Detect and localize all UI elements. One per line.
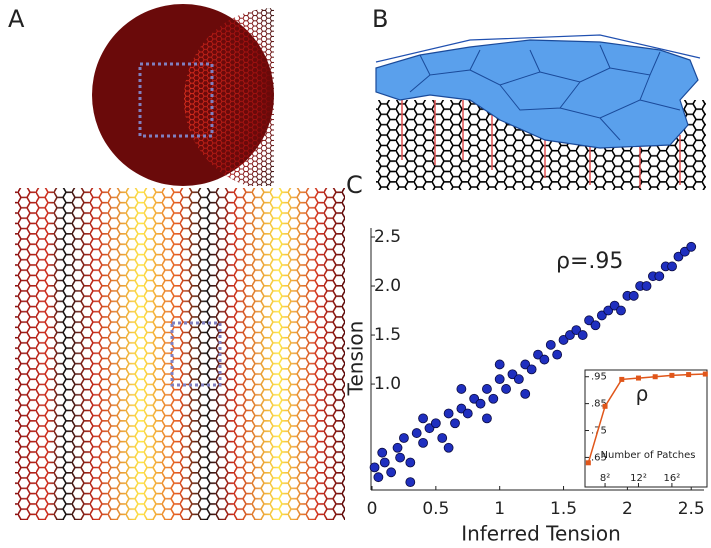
point [590,320,601,331]
y-tick-label: 2.5 [374,227,401,247]
y-tick-label: 2.0 [374,276,401,296]
point [430,418,441,429]
panel-label: A [8,5,25,33]
x-tick-label: 16² [664,473,681,484]
marker [702,371,708,377]
y-tick-label: 1.0 [374,374,401,394]
point [462,408,473,419]
point [424,423,435,434]
point [603,305,614,316]
point [456,403,467,414]
point [686,241,697,252]
y-tick-label: .65 [591,452,607,463]
point [418,437,428,448]
point [494,374,505,385]
point [437,433,448,443]
point [494,359,505,370]
marker [619,376,625,382]
point [558,335,569,345]
point [616,305,626,316]
panel-label: C [346,171,363,199]
point [373,472,384,483]
point [399,433,409,443]
point [520,388,531,399]
marker [635,375,641,381]
selection-box [138,62,214,138]
upper-mesh-cells [409,44,681,141]
point [667,261,677,272]
point [679,246,690,257]
point [501,384,511,394]
point [545,339,556,350]
panel-label: B [372,5,388,33]
point [395,452,405,463]
point [392,442,403,453]
point [641,281,652,291]
point [596,310,607,321]
point [469,393,480,404]
y-tick-label: .75 [591,426,607,437]
x-tick-label: 8² [600,473,610,484]
point [571,325,582,336]
axis-label: Tension [344,321,368,397]
point [405,457,416,468]
point [456,384,467,394]
point [584,315,594,326]
annotation: ρ [636,382,649,406]
point [443,442,454,453]
point [405,477,416,487]
marker [602,403,608,409]
point [386,467,397,478]
point [539,354,550,365]
marker [585,460,591,466]
axis-label: Inferred Tension [461,522,621,546]
x-tick-label: 1.5 [550,499,577,519]
y-tick-label: .85 [591,399,607,410]
point [628,290,639,301]
axis-label: Number of Patches [601,450,696,461]
x-tick-label: 1 [494,499,505,519]
x-tick-label: 2.5 [678,499,705,519]
upper-mesh [375,39,699,149]
x-tick-label: 2 [622,499,633,519]
point [533,349,543,360]
point [513,374,524,385]
selection-box [170,321,222,387]
point [609,300,620,311]
x-tick-label: 12² [630,473,647,484]
upper-mesh-edge [375,34,701,63]
point [418,413,428,424]
point [411,428,422,438]
x-tick-label: 0.5 [422,499,449,519]
y-tick-label: .95 [591,372,607,383]
inset-frame [584,369,708,488]
annotation: ρ=.95 [556,249,623,274]
point [673,251,684,262]
point [443,408,454,419]
marker [652,374,658,380]
point [488,393,499,404]
point [520,359,531,370]
flat-mesh [15,188,345,520]
point [377,447,388,458]
point [482,413,492,424]
point [507,369,518,380]
point [379,457,390,468]
point [552,349,563,360]
point [654,271,665,282]
y-tick-label: 1.5 [374,325,401,345]
x-tick-label: 0 [367,499,378,519]
point [475,398,486,409]
point [482,384,492,394]
marker [669,372,675,378]
marker [686,372,692,378]
point [577,330,588,340]
point [450,418,460,429]
line [587,373,706,464]
point [369,462,380,473]
point [526,364,537,375]
point [565,330,575,340]
